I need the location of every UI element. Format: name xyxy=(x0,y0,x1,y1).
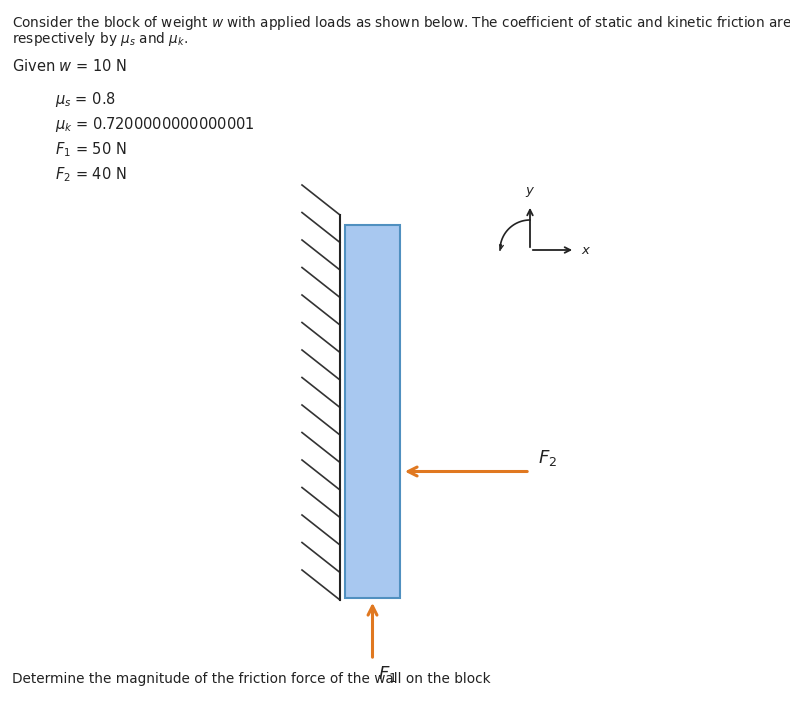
Text: $x$: $x$ xyxy=(581,244,591,256)
Text: $F_1$ = 50 N: $F_1$ = 50 N xyxy=(55,140,126,159)
Text: respectively by $\mu_s$ and $\mu_k$.: respectively by $\mu_s$ and $\mu_k$. xyxy=(12,30,188,48)
Text: $F_2$: $F_2$ xyxy=(538,448,557,469)
Text: $y$: $y$ xyxy=(525,185,535,199)
Text: $F_2$ = 40 N: $F_2$ = 40 N xyxy=(55,165,126,184)
Text: Given $w$ = 10 N: Given $w$ = 10 N xyxy=(12,58,127,74)
Text: Determine the magnitude of the friction force of the wall on the block: Determine the magnitude of the friction … xyxy=(12,672,491,686)
Text: Consider the block of weight $w$ with applied loads as shown below. The coeffici: Consider the block of weight $w$ with ap… xyxy=(12,14,790,32)
Text: $F_1$: $F_1$ xyxy=(378,664,397,684)
Text: $\mu_s$ = 0.8: $\mu_s$ = 0.8 xyxy=(55,90,115,109)
Text: $\mu_k$ = 0.7200000000000001: $\mu_k$ = 0.7200000000000001 xyxy=(55,115,254,134)
Bar xyxy=(345,225,400,598)
